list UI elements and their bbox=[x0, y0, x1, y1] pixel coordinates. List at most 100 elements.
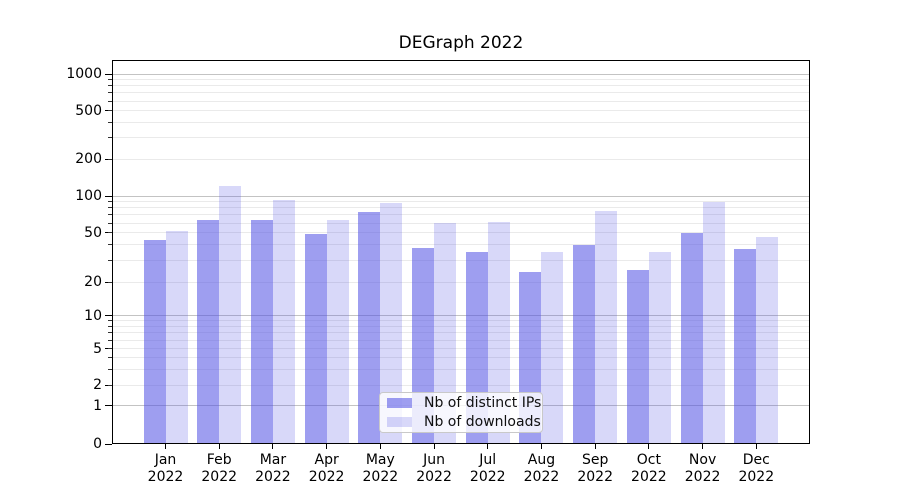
y-minortick-300 bbox=[108, 137, 112, 139]
y-minortick-90 bbox=[108, 201, 112, 203]
y-tick-label-100: 100 bbox=[75, 188, 102, 204]
y-minortick-30 bbox=[108, 259, 112, 261]
y-tick-label-2: 2 bbox=[93, 377, 102, 394]
x-tick-label-jul: Jul 2022 bbox=[469, 452, 506, 485]
gridline-major-10 bbox=[112, 315, 810, 317]
x-tick-dec bbox=[755, 444, 757, 449]
y-tick-label-5: 5 bbox=[93, 340, 102, 357]
y-minortick-8 bbox=[108, 325, 112, 327]
y-minortick-800 bbox=[108, 85, 112, 87]
x-tick-label-feb: Feb 2022 bbox=[201, 452, 238, 485]
bar-dec-downloads bbox=[756, 237, 779, 444]
bar-nov-downloads bbox=[702, 202, 725, 444]
gridline-major-100 bbox=[112, 195, 810, 197]
y-minortick-700 bbox=[108, 92, 112, 94]
y-minortick-40 bbox=[108, 244, 112, 246]
y-minortick-600 bbox=[108, 100, 112, 102]
y-tick-label-1000: 1000 bbox=[66, 66, 102, 83]
bar-may-distinct-ips bbox=[358, 211, 381, 444]
gridline-major-1000 bbox=[112, 73, 810, 75]
bar-feb-distinct-ips bbox=[197, 219, 220, 444]
gridline-minor-700 bbox=[112, 92, 810, 94]
y-minortick-900 bbox=[108, 79, 112, 81]
x-tick-may bbox=[379, 444, 381, 449]
bar-sep-distinct-ips bbox=[573, 244, 596, 444]
y-tick-label-500: 500 bbox=[75, 102, 102, 119]
y-tick-100 bbox=[105, 195, 112, 197]
bar-oct-downloads bbox=[648, 251, 671, 444]
gridline-minor-800 bbox=[112, 85, 810, 87]
legend-item-distinct-ips: Nb of distinct IPs bbox=[387, 395, 541, 411]
gridline-minor-40 bbox=[112, 244, 810, 246]
x-tick-label-oct: Oct 2022 bbox=[631, 452, 667, 485]
x-tick-label-aug: Aug 2022 bbox=[523, 452, 560, 485]
gridline-minor-70 bbox=[112, 214, 810, 216]
legend-item-downloads: Nb of downloads bbox=[387, 414, 541, 430]
x-tick-label-may: May 2022 bbox=[362, 452, 399, 485]
legend-label-downloads: Nb of downloads bbox=[424, 413, 541, 430]
y-minortick-70 bbox=[108, 214, 112, 216]
x-tick-aug bbox=[540, 444, 542, 449]
gridline-minor-90 bbox=[112, 201, 810, 203]
x-tick-mar bbox=[272, 444, 274, 449]
bar-may-downloads bbox=[380, 203, 403, 444]
y-tick-1 bbox=[105, 405, 112, 407]
legend-swatch-downloads bbox=[387, 417, 412, 427]
y-tick-label-1: 1 bbox=[93, 397, 102, 414]
y-tick-0 bbox=[105, 443, 112, 445]
gridline-minor-600 bbox=[112, 100, 810, 102]
x-tick-jul bbox=[487, 444, 489, 449]
gridline-minor-2 bbox=[112, 384, 810, 386]
y-minortick-2 bbox=[108, 384, 112, 386]
gridline-minor-3 bbox=[112, 368, 810, 370]
bar-nov-distinct-ips bbox=[680, 232, 703, 444]
x-tick-label-jun: Jun 2022 bbox=[416, 452, 452, 485]
gridline-minor-50 bbox=[112, 232, 810, 234]
y-tick-label-0: 0 bbox=[93, 436, 102, 452]
x-tick-sep bbox=[594, 444, 596, 449]
gridline-minor-80 bbox=[112, 207, 810, 209]
gridline-minor-300 bbox=[112, 137, 810, 139]
x-tick-label-apr: Apr 2022 bbox=[308, 452, 345, 485]
y-tick-10 bbox=[105, 315, 112, 317]
bar-oct-distinct-ips bbox=[626, 270, 649, 444]
gridline-minor-8 bbox=[112, 325, 810, 327]
x-tick-label-mar: Mar 2022 bbox=[255, 452, 291, 485]
y-minortick-9 bbox=[108, 320, 112, 322]
x-tick-feb bbox=[218, 444, 220, 449]
x-tick-oct bbox=[648, 444, 650, 449]
x-tick-jun bbox=[433, 444, 435, 449]
y-minortick-6 bbox=[108, 339, 112, 341]
bar-apr-distinct-ips bbox=[304, 233, 327, 444]
chart-title: DEGraph 2022 bbox=[398, 33, 524, 53]
bar-dec-distinct-ips bbox=[734, 248, 757, 444]
gridline-minor-20 bbox=[112, 281, 810, 283]
x-tick-nov bbox=[702, 444, 704, 449]
y-tick-label-20: 20 bbox=[84, 274, 102, 291]
bar-mar-downloads bbox=[272, 200, 295, 444]
y-minortick-400 bbox=[108, 122, 112, 124]
y-minortick-3 bbox=[108, 368, 112, 370]
gridline-minor-4 bbox=[112, 357, 810, 359]
bar-feb-downloads bbox=[219, 186, 242, 444]
y-minortick-50 bbox=[108, 232, 112, 234]
x-tick-jan bbox=[165, 444, 166, 449]
y-tick-1000 bbox=[105, 73, 112, 75]
gridline-minor-900 bbox=[112, 79, 810, 81]
y-tick-label-200: 200 bbox=[75, 151, 102, 168]
y-minortick-80 bbox=[108, 207, 112, 209]
gridline-minor-6 bbox=[112, 339, 810, 341]
legend-swatch-distinct-ips bbox=[387, 398, 412, 408]
y-tick-label-50: 50 bbox=[84, 224, 102, 241]
y-minortick-4 bbox=[108, 357, 112, 359]
y-minortick-5 bbox=[108, 348, 112, 350]
bar-jul-downloads bbox=[487, 222, 510, 444]
gridline-minor-7 bbox=[112, 332, 810, 334]
y-tick-label-10: 10 bbox=[84, 307, 102, 324]
y-minortick-60 bbox=[108, 222, 112, 224]
x-tick-label-jan: Jan 2022 bbox=[147, 452, 184, 485]
y-minortick-200 bbox=[108, 158, 112, 160]
bar-aug-downloads bbox=[541, 251, 564, 444]
bar-jan-distinct-ips bbox=[143, 239, 166, 444]
